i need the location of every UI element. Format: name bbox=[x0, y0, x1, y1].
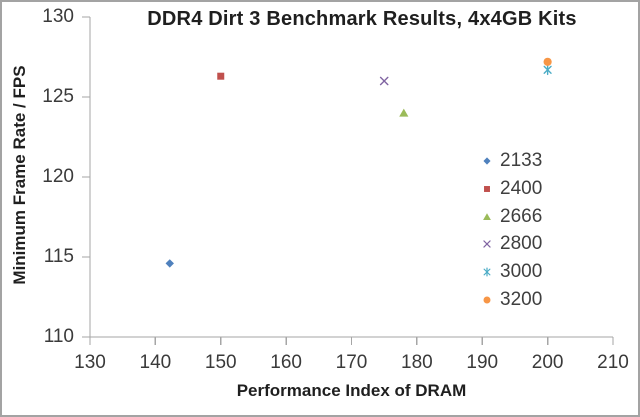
y-tick-label: 125 bbox=[42, 86, 74, 107]
y-tick-label: 110 bbox=[43, 326, 74, 347]
data-point-2800 bbox=[379, 76, 389, 86]
y-tick-label: 120 bbox=[42, 166, 74, 187]
legend-item-3200: 3200 bbox=[478, 288, 542, 312]
legend-marker-square-icon bbox=[484, 186, 490, 192]
legend-label: 2800 bbox=[500, 233, 543, 254]
legend-label: 3000 bbox=[500, 261, 543, 282]
legend-label: 2666 bbox=[500, 206, 543, 227]
data-point-2400 bbox=[217, 72, 225, 80]
x-tick-label: 180 bbox=[401, 352, 433, 373]
chart-title: DDR4 Dirt 3 Benchmark Results, 4x4GB Kit… bbox=[147, 8, 577, 30]
y-tick-label: 115 bbox=[43, 246, 74, 267]
x-tick-label: 140 bbox=[139, 352, 172, 373]
x-axis-title: Performance Index of DRAM bbox=[236, 381, 467, 400]
data-point-2133 bbox=[165, 259, 174, 268]
data-point-3000 bbox=[543, 64, 552, 76]
legend-item-2133: 2133 bbox=[478, 149, 542, 173]
x-tick-label: 150 bbox=[204, 352, 237, 373]
y-tick-label: 130 bbox=[42, 6, 74, 27]
x-tick-label: 190 bbox=[466, 352, 499, 373]
legend-item-3000: 3000 bbox=[478, 260, 542, 284]
x-tick-label: 170 bbox=[335, 352, 368, 373]
legend-item-2666: 2666 bbox=[478, 205, 542, 229]
legend-marker-diamond-icon bbox=[483, 157, 491, 165]
legend-label: 2133 bbox=[500, 150, 543, 171]
legend-marker-circle-icon bbox=[483, 296, 491, 304]
legend-item-2800: 2800 bbox=[478, 232, 542, 256]
x-tick-label: 130 bbox=[74, 352, 106, 373]
legend-label: 2400 bbox=[500, 178, 543, 199]
data-point-3200 bbox=[543, 57, 552, 66]
legend-marker-x-icon bbox=[483, 240, 491, 248]
x-tick-label: 200 bbox=[531, 352, 564, 373]
x-tick-label: 160 bbox=[270, 352, 302, 373]
x-tick-label: 210 bbox=[597, 352, 629, 373]
legend-marker-triangle-icon bbox=[483, 213, 491, 221]
data-point-2666 bbox=[399, 108, 409, 117]
legend-label: 3200 bbox=[500, 289, 543, 310]
legend-item-2400: 2400 bbox=[478, 177, 542, 201]
legend-marker-asterisk-icon bbox=[483, 267, 491, 277]
